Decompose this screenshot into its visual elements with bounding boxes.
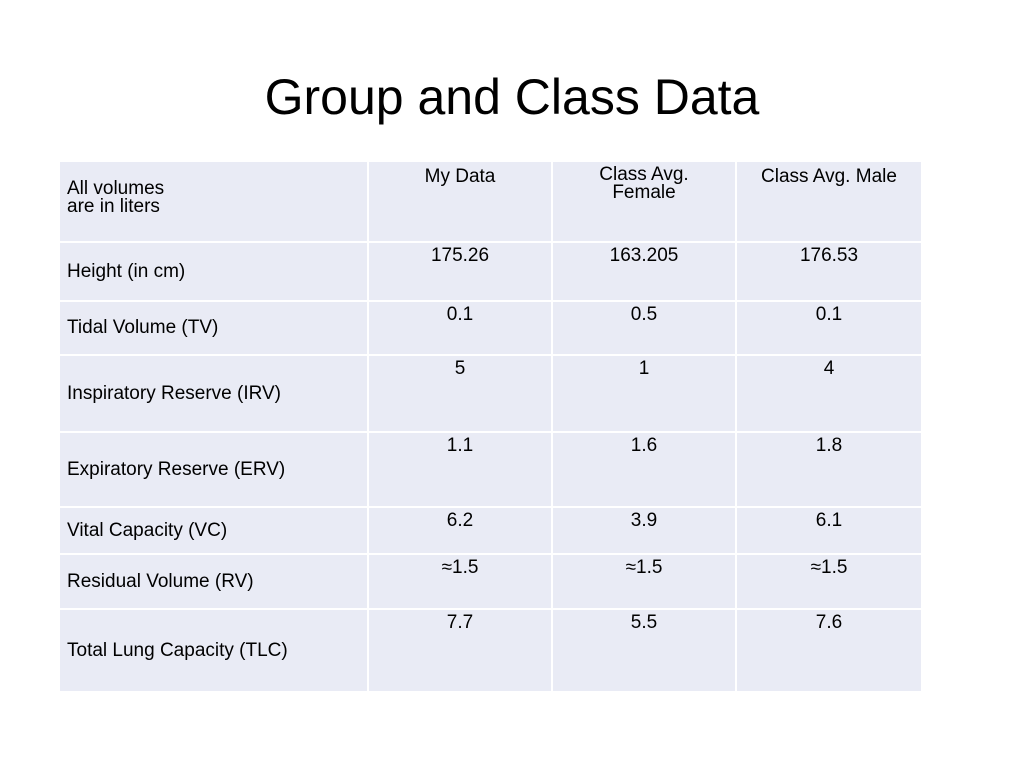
table-cell: 0.5: [551, 300, 736, 355]
table-cell: 1: [551, 354, 736, 432]
table-row: Expiratory Reserve (ERV) 1.1 1.6 1.8: [60, 431, 921, 507]
row-label: Inspiratory Reserve (IRV): [60, 354, 368, 432]
table-cell: 175.26: [367, 241, 552, 301]
row-label: Vital Capacity (VC): [60, 506, 368, 554]
table-cell: 7.6: [735, 608, 921, 691]
slide-title: Group and Class Data: [264, 69, 760, 125]
column-header-label: Class Avg. Female: [599, 164, 689, 203]
table-row: Inspiratory Reserve (IRV) 5 1 4: [60, 354, 921, 432]
table-cell: 4: [735, 354, 921, 432]
table-cell: 7.7: [367, 608, 552, 691]
data-table: All volumes are in liters My Data Class …: [60, 162, 921, 691]
table-row: Height (in cm) 175.26 163.205 176.53: [60, 241, 921, 301]
column-header-my-data: My Data: [367, 162, 552, 242]
corner-label: All volumes are in liters: [67, 162, 367, 216]
column-header-label: My Data: [424, 166, 496, 187]
table-row: Tidal Volume (TV) 0.1 0.5 0.1: [60, 300, 921, 355]
table-cell: ≈1.5: [735, 553, 921, 609]
table-cell: 6.1: [735, 506, 921, 554]
table-header-row: All volumes are in liters My Data Class …: [60, 162, 921, 242]
table-row: Total Lung Capacity (TLC) 7.7 5.5 7.6: [60, 608, 921, 691]
row-label: Total Lung Capacity (TLC): [60, 608, 368, 691]
row-label: Residual Volume (RV): [60, 553, 368, 609]
table-cell: ≈1.5: [367, 553, 552, 609]
corner-label-cell: All volumes are in liters: [60, 162, 368, 242]
table-cell: ≈1.5: [551, 553, 736, 609]
column-header-class-avg-male: Class Avg. Male: [735, 162, 921, 242]
table-cell: 0.1: [367, 300, 552, 355]
row-label: Tidal Volume (TV): [60, 300, 368, 355]
column-header-class-avg-female: Class Avg. Female: [551, 162, 736, 242]
corner-label-line2: are in liters: [67, 196, 160, 217]
table-cell: 1.8: [735, 431, 921, 507]
table-cell: 0.1: [735, 300, 921, 355]
column-header-label: Class Avg. Male: [761, 166, 897, 187]
table-cell: 176.53: [735, 241, 921, 301]
table-cell: 6.2: [367, 506, 552, 554]
table-cell: 1.6: [551, 431, 736, 507]
table-cell: 1.1: [367, 431, 552, 507]
row-label: Expiratory Reserve (ERV): [60, 431, 368, 507]
table-row: Vital Capacity (VC) 6.2 3.9 6.1: [60, 506, 921, 554]
table-cell: 5.5: [551, 608, 736, 691]
table-cell: 163.205: [551, 241, 736, 301]
row-label: Height (in cm): [60, 241, 368, 301]
table-row: Residual Volume (RV) ≈1.5 ≈1.5 ≈1.5: [60, 553, 921, 609]
table-cell: 5: [367, 354, 552, 432]
table-cell: 3.9: [551, 506, 736, 554]
corner-label-line1: All volumes: [67, 178, 165, 199]
